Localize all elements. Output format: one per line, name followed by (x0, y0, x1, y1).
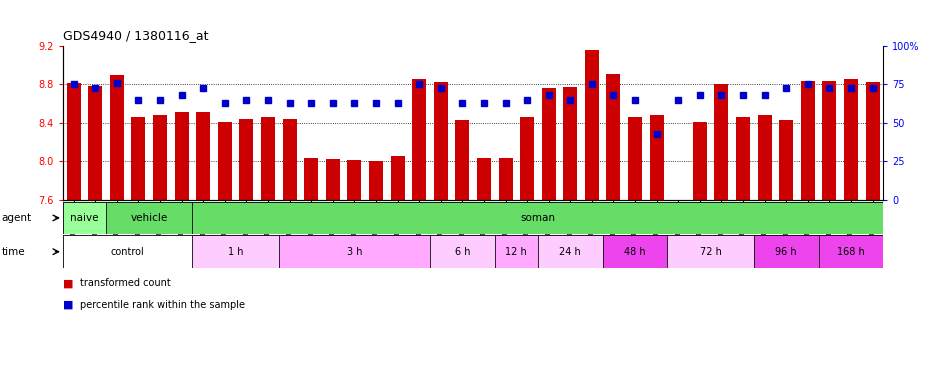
Bar (779, 120, 794, 200)
Text: 12 h: 12 h (505, 247, 527, 257)
Bar (390, 157, 404, 200)
Bar (819, 235, 883, 268)
Bar (585, 50, 598, 200)
Text: 168 h: 168 h (837, 247, 865, 257)
Bar (538, 235, 603, 268)
Bar (67, 83, 80, 200)
Bar (844, 79, 858, 200)
Bar (63, 235, 192, 268)
Bar (499, 159, 512, 200)
Text: GDS4940 / 1380116_at: GDS4940 / 1380116_at (63, 29, 208, 42)
Bar (106, 202, 192, 234)
Bar (261, 117, 275, 200)
Bar (283, 119, 297, 200)
Bar (495, 235, 538, 268)
Bar (563, 88, 577, 200)
Text: 24 h: 24 h (560, 247, 581, 257)
Bar (434, 82, 448, 200)
Text: vehicle: vehicle (130, 213, 168, 223)
Text: 96 h: 96 h (775, 247, 797, 257)
Text: 6 h: 6 h (454, 247, 470, 257)
Bar (520, 117, 534, 200)
Bar (754, 235, 819, 268)
Bar (175, 113, 189, 200)
Bar (217, 122, 232, 200)
Text: ■: ■ (63, 300, 73, 310)
Bar (278, 235, 430, 268)
Bar (649, 115, 663, 200)
Bar (430, 235, 495, 268)
Text: ■: ■ (63, 278, 73, 288)
Bar (153, 115, 167, 200)
Bar (413, 79, 426, 200)
Bar (304, 159, 318, 200)
Bar (668, 235, 754, 268)
Bar (369, 161, 383, 200)
Bar (607, 74, 621, 200)
Text: 1 h: 1 h (228, 247, 243, 257)
Bar (477, 159, 491, 200)
Bar (822, 81, 836, 200)
Text: time: time (2, 247, 26, 257)
Bar (196, 113, 210, 200)
Bar (542, 88, 556, 200)
Bar (866, 82, 880, 200)
Bar (131, 117, 145, 200)
Bar (758, 115, 771, 200)
Text: 3 h: 3 h (347, 247, 362, 257)
Bar (192, 235, 278, 268)
Bar (192, 202, 883, 234)
Bar (88, 86, 103, 200)
Bar (63, 202, 106, 234)
Bar (801, 81, 815, 200)
Text: control: control (111, 247, 144, 257)
Bar (603, 235, 668, 268)
Bar (714, 84, 729, 200)
Bar (736, 117, 750, 200)
Bar (326, 159, 339, 200)
Text: 72 h: 72 h (699, 247, 722, 257)
Text: agent: agent (2, 213, 32, 223)
Bar (455, 120, 469, 200)
Bar (628, 117, 642, 200)
Bar (240, 119, 253, 200)
Text: transformed count: transformed count (80, 278, 170, 288)
Text: soman: soman (521, 213, 555, 223)
Text: percentile rank within the sample: percentile rank within the sample (80, 300, 244, 310)
Bar (110, 75, 124, 200)
Bar (693, 122, 707, 200)
Text: 48 h: 48 h (624, 247, 646, 257)
Text: naive: naive (70, 213, 99, 223)
Bar (348, 161, 362, 200)
